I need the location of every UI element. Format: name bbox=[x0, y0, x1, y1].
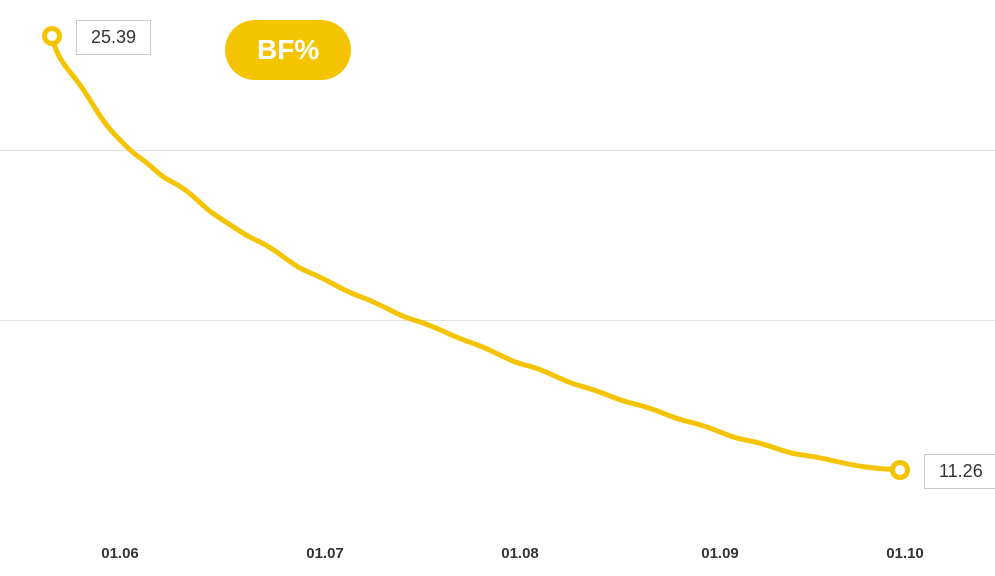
x-tick-label: 01.08 bbox=[501, 545, 539, 562]
x-tick-text: 01.07 bbox=[306, 545, 344, 562]
chart-svg bbox=[0, 0, 995, 576]
start-value-text: 25.39 bbox=[91, 27, 136, 47]
x-tick-text: 01.08 bbox=[501, 545, 539, 562]
x-tick-label: 01.09 bbox=[701, 545, 739, 562]
x-tick-text: 01.06 bbox=[101, 545, 139, 562]
series-line bbox=[52, 36, 900, 470]
x-tick-label: 01.10 bbox=[886, 545, 924, 562]
x-tick-text: 01.10 bbox=[886, 545, 924, 562]
x-tick-label: 01.07 bbox=[306, 545, 344, 562]
x-tick-text: 01.09 bbox=[701, 545, 739, 562]
end-value-label: 11.26 bbox=[924, 454, 995, 489]
start-value-label: 25.39 bbox=[76, 20, 151, 55]
series-badge: BF% bbox=[225, 20, 351, 80]
chart-container: 25.39 11.26 BF% 01.06 01.07 01.08 01.09 … bbox=[0, 0, 995, 576]
end-value-text: 11.26 bbox=[939, 461, 983, 481]
end-marker-inner bbox=[895, 465, 905, 475]
x-tick-label: 01.06 bbox=[101, 545, 139, 562]
series-badge-text: BF% bbox=[257, 34, 319, 65]
start-marker-inner bbox=[47, 31, 57, 41]
